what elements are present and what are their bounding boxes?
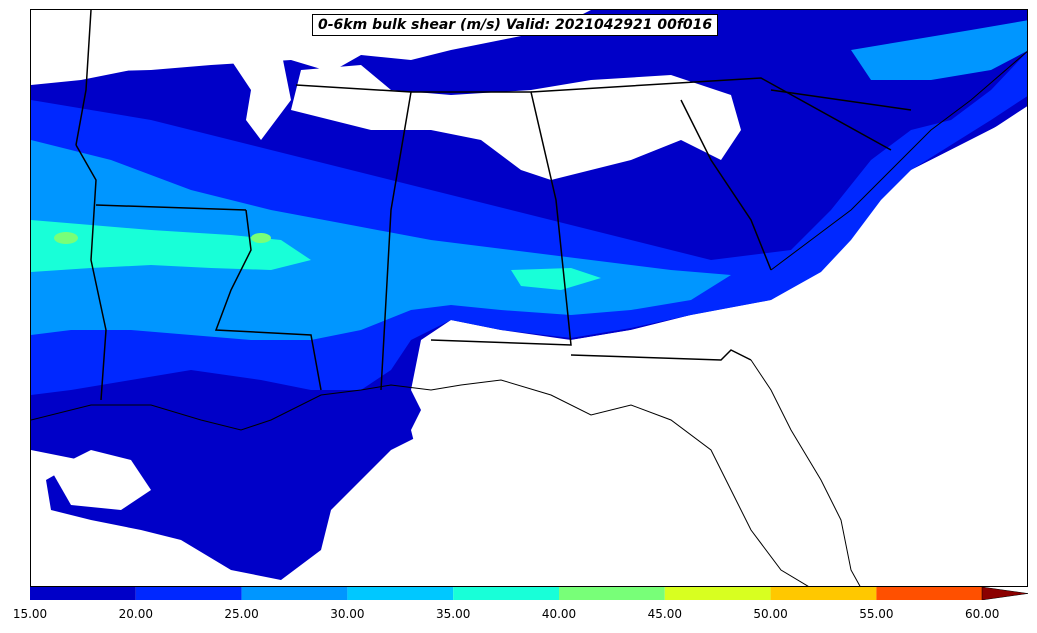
shear-field-25 — [31, 140, 731, 340]
colorbar-tick-label: 50.00 — [753, 607, 788, 621]
shear-gap — [291, 65, 741, 180]
colorbar — [30, 587, 1028, 600]
shear-gap — [51, 450, 151, 510]
colorbar-tick-label: 20.00 — [118, 607, 153, 621]
shear-field-35 — [251, 233, 271, 243]
colorbar-segment — [241, 587, 348, 600]
colorbar-segment — [876, 587, 983, 600]
shear-map — [31, 10, 1027, 586]
colorbar-tick-label: 60.00 — [965, 607, 1000, 621]
shear-field-35 — [54, 232, 78, 244]
colorbar-tick-label: 55.00 — [859, 607, 894, 621]
state-borders — [75, 10, 912, 401]
map-panel — [30, 9, 1028, 587]
coastline — [31, 51, 1027, 586]
shear-gap — [411, 270, 960, 586]
shear-field-30 — [31, 220, 311, 272]
colorbar-segment — [559, 587, 665, 600]
colorbar-segment — [347, 587, 454, 600]
colorbar-segment — [770, 587, 877, 600]
colorbar-tick-label: 35.00 — [436, 607, 471, 621]
shear-gap — [841, 111, 1027, 586]
colorbar-tick-label: 15.00 — [12, 607, 48, 621]
colorbar-tick-label: 45.00 — [647, 607, 682, 621]
shear-gap — [31, 10, 181, 85]
colorbar-tick-label: 25.00 — [224, 607, 259, 621]
colorbar-segment — [453, 587, 559, 600]
shear-field-30 — [511, 268, 601, 290]
map-title: 0-6km bulk shear (m/s) Valid: 2021042921… — [312, 14, 719, 36]
colorbar-extend-arrow — [981, 587, 1028, 600]
shear-gap — [231, 50, 291, 140]
colorbar-segment — [664, 587, 771, 600]
colorbar-tick-label: 40.00 — [541, 607, 577, 621]
colorbar-tick-label: 30.00 — [330, 607, 365, 621]
colorbar-segment — [30, 587, 136, 600]
shear-field-25 — [851, 20, 1027, 80]
colorbar-segment — [135, 587, 242, 600]
